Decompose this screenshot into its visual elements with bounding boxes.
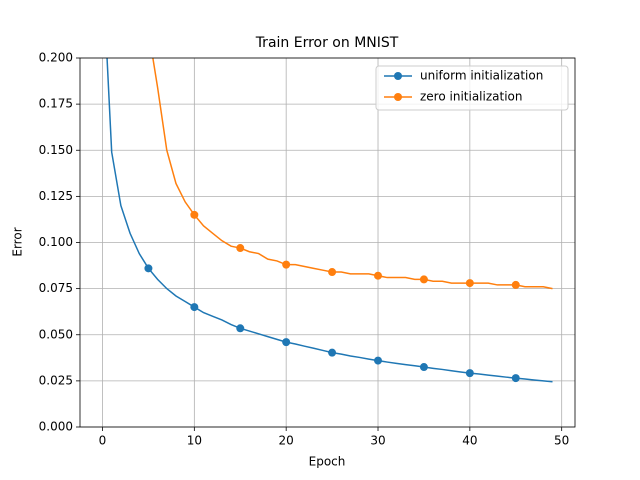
marker — [511, 374, 520, 383]
x-tick-label: 20 — [279, 434, 294, 448]
legend-marker — [394, 72, 402, 80]
y-tick-label: 0.200 — [39, 51, 73, 65]
legend-label: uniform initialization — [420, 69, 543, 83]
marker — [282, 260, 291, 269]
y-tick-label: 0.100 — [39, 235, 73, 249]
x-tick-label: 40 — [462, 434, 477, 448]
y-tick-label: 0.050 — [39, 327, 73, 341]
marker — [236, 324, 245, 333]
x-tick-label: 0 — [99, 434, 107, 448]
marker — [374, 271, 383, 280]
line — [106, 58, 553, 383]
marker — [465, 369, 474, 378]
marker — [236, 244, 245, 253]
line — [152, 58, 553, 290]
x-tick-label: 50 — [554, 434, 569, 448]
axes-frame — [79, 57, 576, 428]
legend-label: zero initialization — [420, 90, 522, 104]
y-tick-label: 0.000 — [39, 420, 73, 434]
x-tick-label: 10 — [187, 434, 202, 448]
marker — [374, 356, 383, 365]
plot-area — [106, 26, 553, 383]
y-tick-label: 0.150 — [39, 143, 73, 157]
x-tick-label: 30 — [370, 434, 385, 448]
y-axis-label: Error — [11, 227, 25, 256]
y-tick-label: 0.025 — [39, 373, 73, 387]
x-axis-label: Epoch — [309, 455, 346, 469]
y-tick-label: 0.125 — [39, 189, 73, 203]
legend-marker — [394, 93, 402, 101]
chart-title: Train Error on MNIST — [255, 35, 399, 51]
y-tick-label: 0.075 — [39, 281, 73, 295]
y-tick-label: 0.175 — [39, 97, 73, 111]
marker — [282, 338, 291, 347]
marker — [465, 279, 474, 288]
marker — [419, 363, 428, 372]
marker — [328, 348, 337, 357]
marker — [511, 280, 520, 289]
marker — [190, 210, 199, 219]
marker — [144, 264, 153, 273]
marker — [328, 268, 337, 277]
marker — [144, 26, 152, 34]
legend-box — [375, 65, 569, 111]
marker — [419, 275, 428, 284]
marker — [190, 303, 199, 312]
